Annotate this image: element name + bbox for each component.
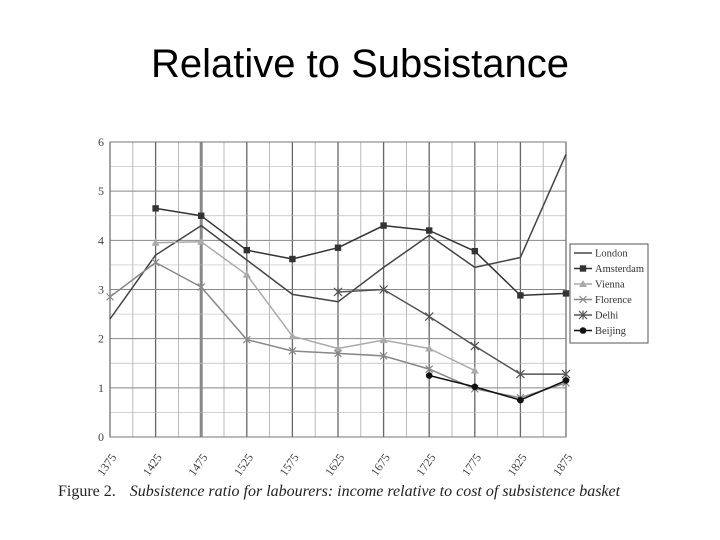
chart-axes: 0 1 2 3 4 5 6 1375 1425 1475 1525 1575 1625 1675 1725 1… <box>94 135 575 479</box>
y-tick-label: 6 <box>98 135 104 149</box>
figure-caption: Figure 2. Subsistence ratio for labourers… <box>58 483 708 501</box>
marker-circle <box>579 327 587 334</box>
y-tick-label: 5 <box>98 184 104 198</box>
legend-label: Amsterdam <box>595 264 644 275</box>
series-amsterdam <box>152 205 570 299</box>
legend-item-vienna: Vienna <box>574 280 625 291</box>
marker-star <box>470 341 480 351</box>
marker-triangle <box>334 344 342 352</box>
series-line-delhi <box>337 288 566 375</box>
marker-x <box>579 295 587 304</box>
marker-triangle <box>151 238 160 246</box>
marker-star <box>578 310 588 320</box>
marker-x <box>151 258 160 267</box>
series-line-vienna <box>155 241 476 372</box>
x-tick-label: 1575 <box>277 451 302 479</box>
legend-item-london: London <box>574 249 628 260</box>
marker-triangle <box>425 344 434 352</box>
x-tick-label: 1725 <box>413 451 438 479</box>
marker-square <box>426 227 433 234</box>
marker-x <box>288 347 297 355</box>
x-tick-label: 1825 <box>505 451 530 479</box>
series-delhi <box>333 285 571 379</box>
marker-triangle <box>470 366 479 374</box>
legend-label: Florence <box>595 295 632 306</box>
legend-label: Vienna <box>595 280 625 291</box>
marker-square <box>579 265 587 272</box>
marker-star <box>561 369 571 379</box>
legend-item-delhi: Delhi <box>574 310 618 322</box>
marker-x <box>334 349 342 358</box>
marker-x <box>242 335 251 344</box>
x-tick-label: 1375 <box>94 451 119 479</box>
marker-square <box>562 290 570 297</box>
marker-square <box>152 205 159 212</box>
caption-text: Subsistence ratio for labourers: income … <box>129 483 621 500</box>
marker-x <box>425 365 434 374</box>
marker-square <box>289 255 296 263</box>
y-tick-label: 0 <box>98 430 104 444</box>
marker-triangle <box>197 237 206 245</box>
series-vienna <box>151 237 479 374</box>
series-london <box>109 153 567 320</box>
y-tick-label: 3 <box>98 283 104 297</box>
marker-star <box>333 287 343 297</box>
series-line-beijing <box>429 374 567 401</box>
legend-label: London <box>595 249 628 260</box>
plot-frame <box>109 141 567 438</box>
legend-box <box>569 243 649 344</box>
marker-square <box>380 222 387 229</box>
marker-x <box>379 351 388 360</box>
legend-item-beijing: Beijing <box>574 326 627 337</box>
marker-circle <box>471 383 479 391</box>
legend-label: Beijing <box>595 326 627 337</box>
slide-title: Relative to Subsistance <box>150 42 569 86</box>
y-tick-label: 1 <box>98 381 104 395</box>
marker-triangle <box>579 280 587 287</box>
x-tick-label: 1525 <box>231 451 256 479</box>
x-tick-label: 1425 <box>140 451 165 479</box>
marker-triangle <box>288 332 297 340</box>
marker-star <box>379 285 389 294</box>
y-tick-label: 4 <box>98 233 104 247</box>
marker-star <box>424 312 434 322</box>
y-tick-label: 2 <box>98 332 104 346</box>
legend-item-amsterdam: Amsterdam <box>574 264 644 275</box>
legend-label: Delhi <box>595 311 618 322</box>
series-line-london <box>109 153 567 320</box>
marker-triangle <box>379 336 388 344</box>
series-beijing <box>425 372 570 404</box>
figure-label: Figure 2. <box>58 483 116 500</box>
marker-circle <box>562 377 570 384</box>
x-tick-label: 1675 <box>368 451 393 479</box>
marker-square <box>517 292 524 299</box>
marker-x <box>197 283 206 291</box>
marker-circle <box>425 372 433 379</box>
series-line-amsterdam <box>155 207 567 297</box>
x-tick-label: 1625 <box>322 451 347 479</box>
marker-square <box>198 212 205 219</box>
subsistence-line-chart: 0 1 2 3 4 5 6 1375 1425 1475 1525 1575 1625 1675 1725 1… <box>94 135 649 479</box>
x-tick-label: 1475 <box>185 451 210 479</box>
legend-item-florence: Florence <box>574 295 632 306</box>
chart-series <box>106 153 571 404</box>
x-tick-label: 1775 <box>459 451 484 479</box>
marker-star <box>515 369 525 379</box>
marker-circle <box>517 396 524 404</box>
chart-legend: London Amsterdam Vienna Florence Delhi Beijin… <box>569 243 649 344</box>
marker-triangle <box>242 270 251 278</box>
marker-x <box>106 292 114 301</box>
x-tick-label: 1875 <box>550 451 575 479</box>
marker-square <box>471 247 478 255</box>
marker-square <box>334 244 342 251</box>
marker-square <box>243 246 250 254</box>
